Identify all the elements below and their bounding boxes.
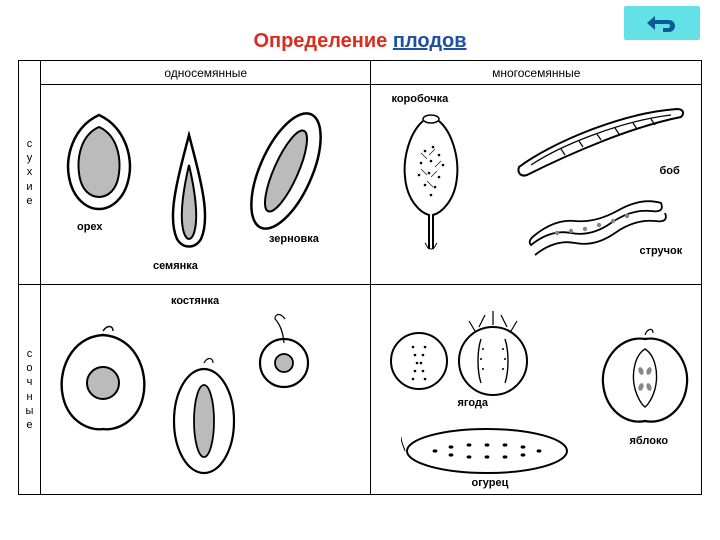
title-part1: Определение [253, 30, 387, 52]
fig-capsule [391, 113, 471, 253]
cell-fleshy-multi: ягода огурец [371, 285, 702, 495]
label-bean: боб [659, 165, 679, 177]
col-header-multi: многосемянные [371, 61, 702, 85]
cell-dry-single: орех семянка зерновка [40, 85, 371, 285]
page-title: Определение плодов [0, 30, 720, 53]
fig-caryopsis [241, 101, 331, 241]
fig-drupe-plum [169, 357, 239, 477]
classification-table: сухие односемянные многосемянные орех [18, 60, 702, 495]
label-berry: ягода [457, 397, 488, 409]
fig-cucumber [401, 423, 571, 479]
cell-fleshy-single: костянка [40, 285, 371, 495]
label-silique: стручок [639, 245, 682, 257]
cell-dry-multi: коробочка [371, 85, 702, 285]
label-achene: семянка [153, 260, 198, 272]
label-apple: яблоко [629, 435, 668, 447]
label-nut: орех [77, 221, 103, 233]
title-part2: плодов [393, 30, 467, 52]
fig-nut [59, 111, 139, 211]
row-header-fleshy: сочные [19, 285, 41, 495]
fig-drupe-cherry [251, 313, 317, 393]
fig-apple [597, 325, 693, 429]
col-header-single: односемянные [40, 61, 371, 85]
row-header-dry: сухие [19, 61, 41, 285]
label-drupe: костянка [171, 295, 219, 307]
label-capsule: коробочка [391, 93, 448, 105]
fig-drupe-peach [53, 323, 153, 433]
fig-berry [385, 305, 535, 405]
label-caryopsis: зерновка [269, 233, 319, 245]
fig-achene [161, 131, 217, 251]
label-cucumber: огурец [471, 477, 508, 489]
